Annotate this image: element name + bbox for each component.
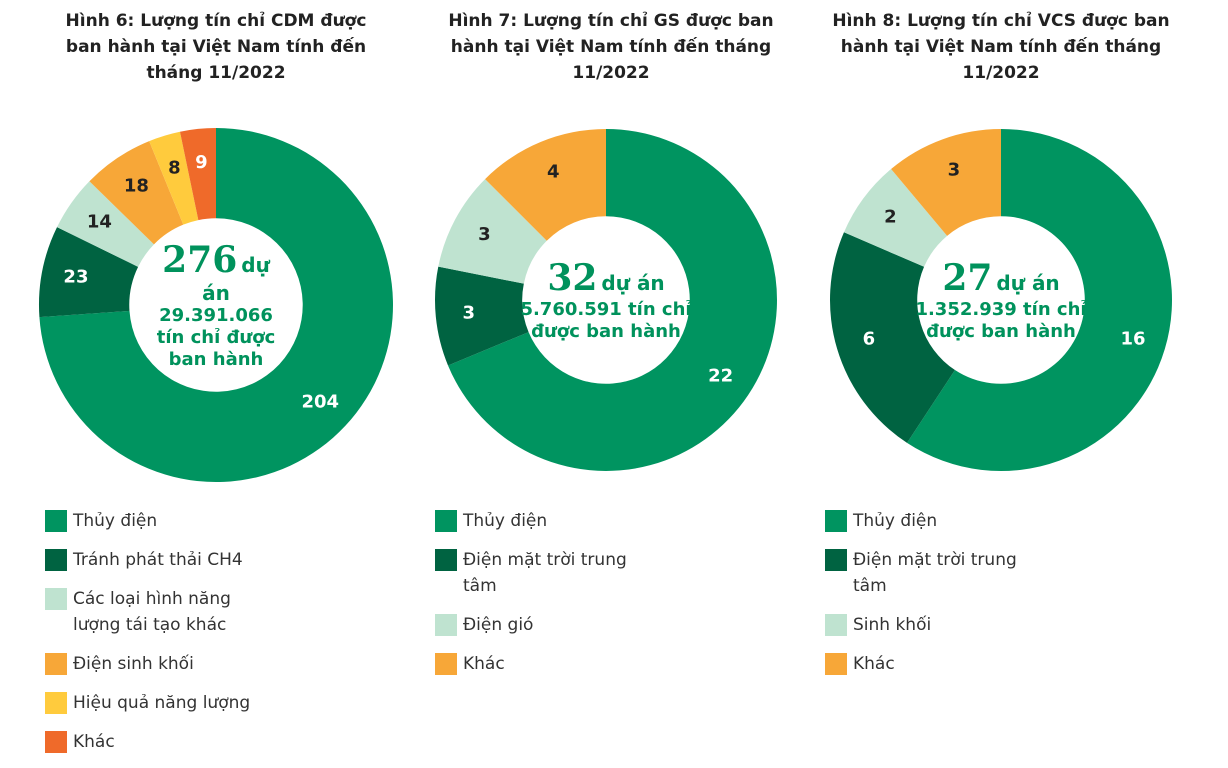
legend-label: Các loại hình năng lượng tái tạo khác [73,589,231,635]
slice [830,232,955,443]
center-text: 276 dự án 29.391.066 tín chỉ được ban hành [146,239,286,371]
slice-label: 9 [195,152,208,173]
slice [435,266,529,366]
legend-item: Điện mặt trời trung tâm [435,547,835,599]
legend: Thủy điện Điện mặt trời trung tâm Điện gió… [435,508,835,690]
center-caption: 29.391.066 tín chỉ được ban hành [156,305,276,370]
slice [448,129,777,471]
center-total: 32 dự án [516,257,696,299]
legend-swatch [45,653,67,675]
legend-item: Khác [825,651,1225,677]
legend-swatch [45,549,67,571]
legend-label: Thủy điện [73,511,158,531]
slice-label: 14 [87,212,112,233]
legend-label: Khác [73,732,115,752]
legend-item: Hiệu quả năng lượng [45,690,445,716]
slice-label: 4 [547,162,560,183]
legend-item: Thủy điện [825,508,1225,534]
legend-label: Hiệu quả năng lượng [73,693,251,713]
legend-label: Thủy điện [463,511,548,531]
slice-label: 204 [301,391,339,412]
legend-item: Các loại hình năng lượng tái tạo khác [45,586,445,638]
legend-item: Điện gió [435,612,835,638]
center-total: 276 dự án [146,239,286,305]
slice-label: 22 [708,366,733,387]
center-total: 27 dự án [911,257,1091,299]
legend-item: Tránh phát thải CH4 [45,547,445,573]
slice [485,129,606,241]
legend-label: Tránh phát thải CH4 [73,550,243,570]
legend: Thủy điện Tránh phát thải CH4 Các loại hìn… [45,508,445,768]
legend-item: Điện sinh khối [45,651,445,677]
slice [891,129,1001,236]
slice-label: 3 [478,224,491,245]
legend-item: Thủy điện [435,508,835,534]
legend-swatch [825,510,847,532]
legend-swatch [435,614,457,636]
center-unit: dự án [996,271,1060,295]
legend-label: Khác [853,654,895,674]
legend-item: Khác [45,729,445,755]
legend-label: Điện mặt trời trung tâm [853,550,1017,596]
slice [843,169,948,267]
slice-label: 2 [884,207,897,228]
legend-swatch [45,692,67,714]
slice [438,179,547,284]
slice-label: 18 [124,176,149,197]
chart-panel: Hình 8: Lượng tín chỉ VCS được ban hành … [801,0,1201,762]
legend-swatch [45,588,67,610]
legend: Thủy điện Điện mặt trời trung tâm Sinh khố… [825,508,1225,690]
legend-swatch [45,731,67,753]
legend-label: Khác [463,654,505,674]
center-value: 276 [162,239,238,281]
slice [39,128,394,482]
slice-label: 23 [63,267,88,288]
legend-swatch [825,614,847,636]
legend-label: Điện mặt trời trung tâm [463,550,627,596]
chart-title: Hình 6: Lượng tín chỉ CDM được ban hành … [65,11,367,83]
center-unit: dự án [202,253,270,305]
donut: 16 6 2 3 [830,129,1172,472]
slice-label: 3 [948,159,961,180]
legend-item: Sinh khối [825,612,1225,638]
slice-label: 6 [863,329,876,350]
legend-label: Điện sinh khối [73,654,194,674]
legend-item: Điện mặt trời trung tâm [825,547,1225,599]
chart-title: Hình 7: Lượng tín chỉ GS được ban hành t… [448,11,774,83]
slice [57,181,154,267]
slice [179,128,216,221]
donut: 22 3 3 4 [435,129,777,471]
chart-panel: Hình 6: Lượng tín chỉ CDM được ban hành … [16,0,416,762]
center-caption: 5.760.591 tín chỉ được ban hành [520,299,692,342]
legend-swatch [45,510,67,532]
slice-label: 16 [1121,329,1146,350]
center-text: 32 dự án 5.760.591 tín chỉ được ban hành [516,257,696,343]
slice [149,131,199,225]
center-caption: 1.352.939 tín chỉ được ban hành [915,299,1087,342]
legend-item: Thủy điện [45,508,445,534]
slice-label: 8 [168,158,181,179]
center-text: 27 dự án 1.352.939 tín chỉ được ban hành [911,257,1091,343]
slice [907,129,1172,472]
legend-swatch [825,653,847,675]
center-value: 32 [547,257,598,299]
legend-swatch [825,549,847,571]
legend-label: Sinh khối [853,615,932,635]
slice [39,227,139,318]
legend-label: Điện gió [463,615,534,635]
legend-label: Thủy điện [853,511,938,531]
chart-panel: Hình 7: Lượng tín chỉ GS được ban hành t… [411,0,811,762]
center-unit: dự án [601,271,665,295]
legend-item: Khác [435,651,835,677]
donut: 204 23 14 18 8 9 [39,128,394,482]
legend-swatch [435,653,457,675]
legend-swatch [435,549,457,571]
chart-title: Hình 8: Lượng tín chỉ VCS được ban hành … [832,11,1170,83]
legend-swatch [435,510,457,532]
center-value: 27 [942,257,993,299]
slice-label: 3 [463,303,476,324]
slice [89,141,184,245]
